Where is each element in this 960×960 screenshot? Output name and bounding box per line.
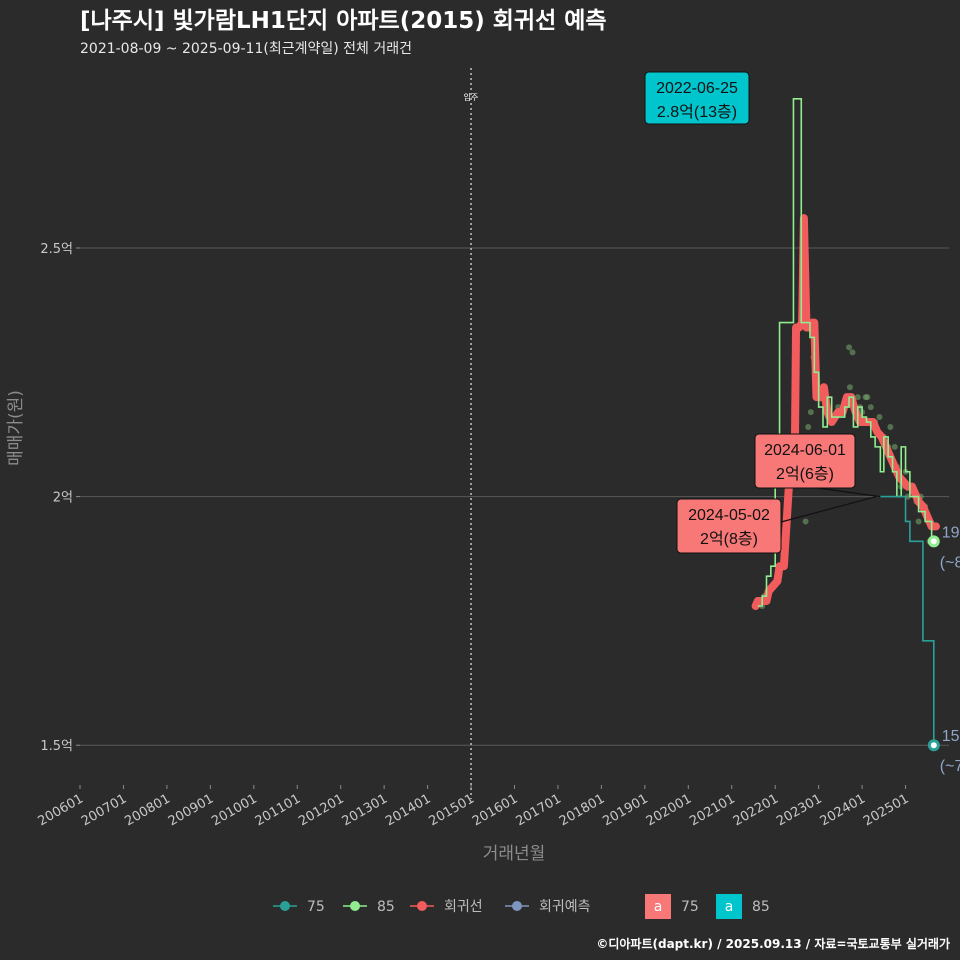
x-tick-label: 200701 <box>79 791 129 829</box>
legend: 75 85 회귀선 회귀예측 a 75 a 85 <box>273 894 770 919</box>
annotation-box <box>754 433 856 489</box>
scatter-point <box>846 384 853 391</box>
scatter-point <box>891 443 898 450</box>
annotation-value: 2억(8층) <box>700 530 758 548</box>
legend-swatch-point <box>512 901 522 911</box>
annotation-value: 2.8억(13층) <box>657 103 737 121</box>
legend-box-glyph: a <box>725 899 734 915</box>
series-75-line <box>880 495 935 746</box>
y-tick-label: 2억 <box>53 491 73 506</box>
legend-label: 회귀예측 <box>539 899 591 915</box>
x-tick-label: 202501 <box>861 791 911 829</box>
annotation-date: 2024-06-01 <box>764 442 846 459</box>
scatter-point <box>849 349 856 356</box>
scatter-point <box>854 394 861 401</box>
annotation-date: 2022-06-25 <box>656 80 738 97</box>
x-tick-label: 200801 <box>122 791 172 829</box>
scatter-point <box>864 394 871 401</box>
legend-box-glyph: a <box>654 899 663 915</box>
x-tick-label: 201101 <box>253 791 303 829</box>
legend-label: 회귀선 <box>444 899 483 915</box>
x-tick-label: 201201 <box>296 791 346 829</box>
end-point-marker-center <box>930 538 937 545</box>
legend-swatch-point <box>280 901 290 911</box>
end-point-value: 19,100 <box>942 524 960 541</box>
x-tick-label: 202201 <box>731 791 781 829</box>
annotation-date: 2024-05-02 <box>688 507 770 524</box>
legend-swatch-point <box>350 901 360 911</box>
x-tick-label: 201601 <box>470 791 520 829</box>
annotation-connector <box>780 496 877 523</box>
x-tick-label: 200901 <box>166 791 216 829</box>
legend-swatch-box <box>716 894 742 919</box>
legend-box-label: 75 <box>681 899 699 915</box>
y-tick-label: 2.5억 <box>40 242 73 257</box>
x-tick-label: 201301 <box>340 791 390 829</box>
scatter-point <box>867 404 874 411</box>
scatter-point <box>846 344 853 351</box>
x-tick-label: 201701 <box>513 791 563 829</box>
scatter-point <box>876 414 883 421</box>
scatter-point <box>802 518 809 525</box>
annotation-box <box>676 498 782 554</box>
chart-title: [나주시] 빛가람LH1단지 아파트(2015) 회귀선 예측 <box>80 8 607 34</box>
x-tick-label: 200601 <box>36 791 86 829</box>
legend-label: 75 <box>307 899 325 915</box>
end-point-marker-center <box>930 742 937 749</box>
legend-label: 85 <box>377 899 395 915</box>
x-tick-label: 202001 <box>644 791 694 829</box>
y-axis-title: 매매가(원) <box>6 390 26 466</box>
scatter-point <box>805 423 812 430</box>
end-point-area: (~75㎡) <box>940 757 960 775</box>
source-caption: ©디아파트(dapt.kr) / 2025.09.13 / 자료=국토교통부 실… <box>596 936 950 951</box>
scatter-point <box>915 518 922 525</box>
x-tick-label: 201001 <box>209 791 259 829</box>
x-tick-label: 202401 <box>818 791 868 829</box>
legend-swatch-point <box>417 901 427 911</box>
y-tick-label: 1.5억 <box>40 739 73 754</box>
annotation-connector <box>817 487 881 498</box>
x-tick-label: 201501 <box>427 791 477 829</box>
end-point-area: (~85㎡) <box>940 553 960 571</box>
annotation-box <box>644 71 750 125</box>
x-tick-label: 201801 <box>557 791 607 829</box>
scatter-point <box>887 423 894 430</box>
x-axis-title: 거래년월 <box>483 844 546 864</box>
regression-line <box>751 214 940 610</box>
x-tick-label: 201401 <box>383 791 433 829</box>
chart-subtitle: 2021-08-09 ~ 2025-09-11(최근계약일) 전체 거래건 <box>80 41 412 57</box>
event-label: 입주 <box>464 93 479 102</box>
plot-area: 1.5억 2억 2.5억 200601200701200801200901201001… <box>36 68 960 829</box>
end-point-value: 15,000 <box>942 728 960 745</box>
series-85-line <box>757 98 935 607</box>
legend-swatch-box <box>645 894 671 919</box>
annotation-value: 2억(6층) <box>776 465 834 483</box>
scatter-point <box>807 409 814 416</box>
x-tick-label: 202301 <box>774 791 824 829</box>
legend-box-label: 85 <box>752 899 770 915</box>
x-tick-label: 201901 <box>600 791 650 829</box>
x-tick-label: 202101 <box>687 791 737 829</box>
